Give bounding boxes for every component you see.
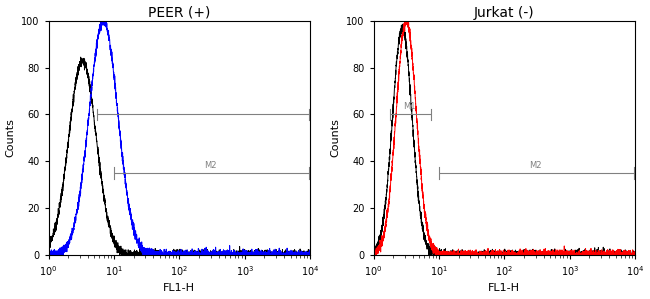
Text: M2: M2 (529, 161, 542, 170)
X-axis label: FL1-H: FL1-H (488, 283, 521, 293)
Title: Jurkat (-): Jurkat (-) (474, 6, 535, 19)
X-axis label: FL1-H: FL1-H (163, 283, 196, 293)
Text: M2: M2 (204, 161, 217, 170)
Y-axis label: Counts: Counts (331, 118, 341, 157)
Title: PEER (+): PEER (+) (148, 6, 211, 19)
Text: M1: M1 (403, 102, 415, 111)
Y-axis label: Counts: Counts (6, 118, 16, 157)
